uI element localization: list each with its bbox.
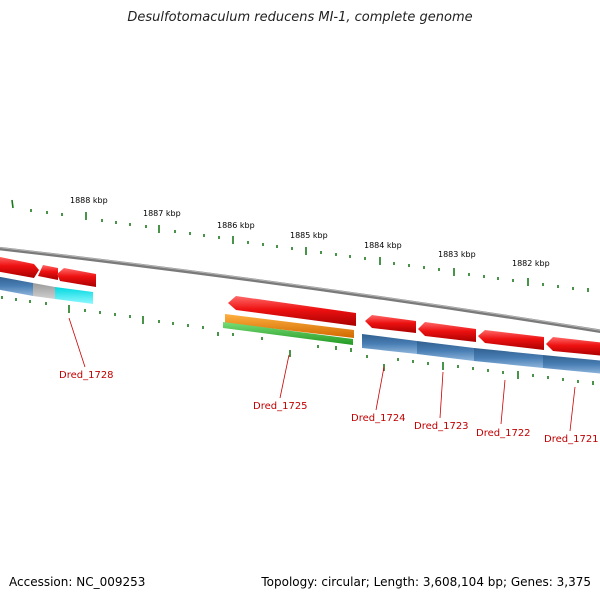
gene-feature[interactable] xyxy=(33,283,55,299)
gene-label[interactable]: Dred_1723 xyxy=(414,421,469,432)
genome-summary-text: Topology: circular; Length: 3,608,104 bp… xyxy=(261,575,591,589)
gene-feature[interactable] xyxy=(418,322,476,342)
gene-feature[interactable] xyxy=(365,315,416,333)
ruler-lower-ticks xyxy=(1,296,594,385)
accession-text: Accession: NC_009253 xyxy=(9,575,146,589)
ruler-label: 1886 kbp xyxy=(217,221,255,230)
gene-labels: Dred_1728 Dred_1725 Dred_1724 Dred_1723 … xyxy=(59,370,599,445)
gene-feature[interactable] xyxy=(543,355,600,374)
gene-feature[interactable] xyxy=(228,296,356,326)
gene-label[interactable]: Dred_1728 xyxy=(59,370,114,381)
gene-label-leaders xyxy=(68,317,576,432)
ruler-label: 1883 kbp xyxy=(438,250,476,259)
gene-feature[interactable] xyxy=(417,341,474,361)
gene-feature[interactable] xyxy=(38,265,58,280)
gene-feature[interactable] xyxy=(57,268,96,287)
gene-label[interactable]: Dred_1722 xyxy=(476,428,531,439)
ruler-label: 1887 kbp xyxy=(143,209,181,218)
ruler-label: 1885 kbp xyxy=(290,231,328,240)
gene-label[interactable]: Dred_1721 xyxy=(544,434,599,445)
genome-backbone-highlight xyxy=(0,247,600,331)
gene-feature[interactable] xyxy=(478,330,544,350)
ruler-labels: 1888 kbp 1887 kbp 1886 kbp 1885 kbp 1884… xyxy=(70,196,550,268)
gene-feature[interactable] xyxy=(474,348,543,368)
gene-feature[interactable] xyxy=(0,276,33,296)
genome-backbone xyxy=(0,246,600,333)
gene-feature[interactable] xyxy=(546,337,600,356)
ruler-upper-ticks xyxy=(11,199,589,292)
cds-features[interactable] xyxy=(0,256,600,356)
gene-feature[interactable] xyxy=(223,322,353,345)
rna-features[interactable] xyxy=(0,276,600,374)
gene-feature[interactable] xyxy=(0,256,39,278)
gene-label[interactable]: Dred_1725 xyxy=(253,401,308,412)
gene-feature[interactable] xyxy=(55,287,93,304)
ruler-label: 1884 kbp xyxy=(364,241,402,250)
gene-feature[interactable] xyxy=(362,334,417,354)
ruler-label: 1882 kbp xyxy=(512,259,550,268)
ruler-label: 1888 kbp xyxy=(70,196,108,205)
gene-feature[interactable] xyxy=(225,314,354,338)
map-title: Desulfotomaculum reducens MI-1, complete… xyxy=(127,10,473,25)
gene-label[interactable]: Dred_1724 xyxy=(351,413,406,424)
